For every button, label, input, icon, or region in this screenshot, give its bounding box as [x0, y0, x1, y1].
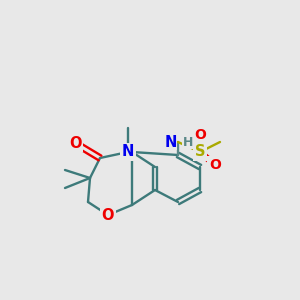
- Text: S: S: [195, 145, 205, 160]
- Text: N: N: [164, 134, 176, 149]
- Text: O: O: [194, 128, 206, 142]
- Text: H: H: [182, 136, 193, 148]
- Text: N: N: [122, 145, 134, 160]
- Text: O: O: [69, 136, 81, 151]
- Text: O: O: [102, 208, 114, 223]
- Text: O: O: [209, 158, 221, 172]
